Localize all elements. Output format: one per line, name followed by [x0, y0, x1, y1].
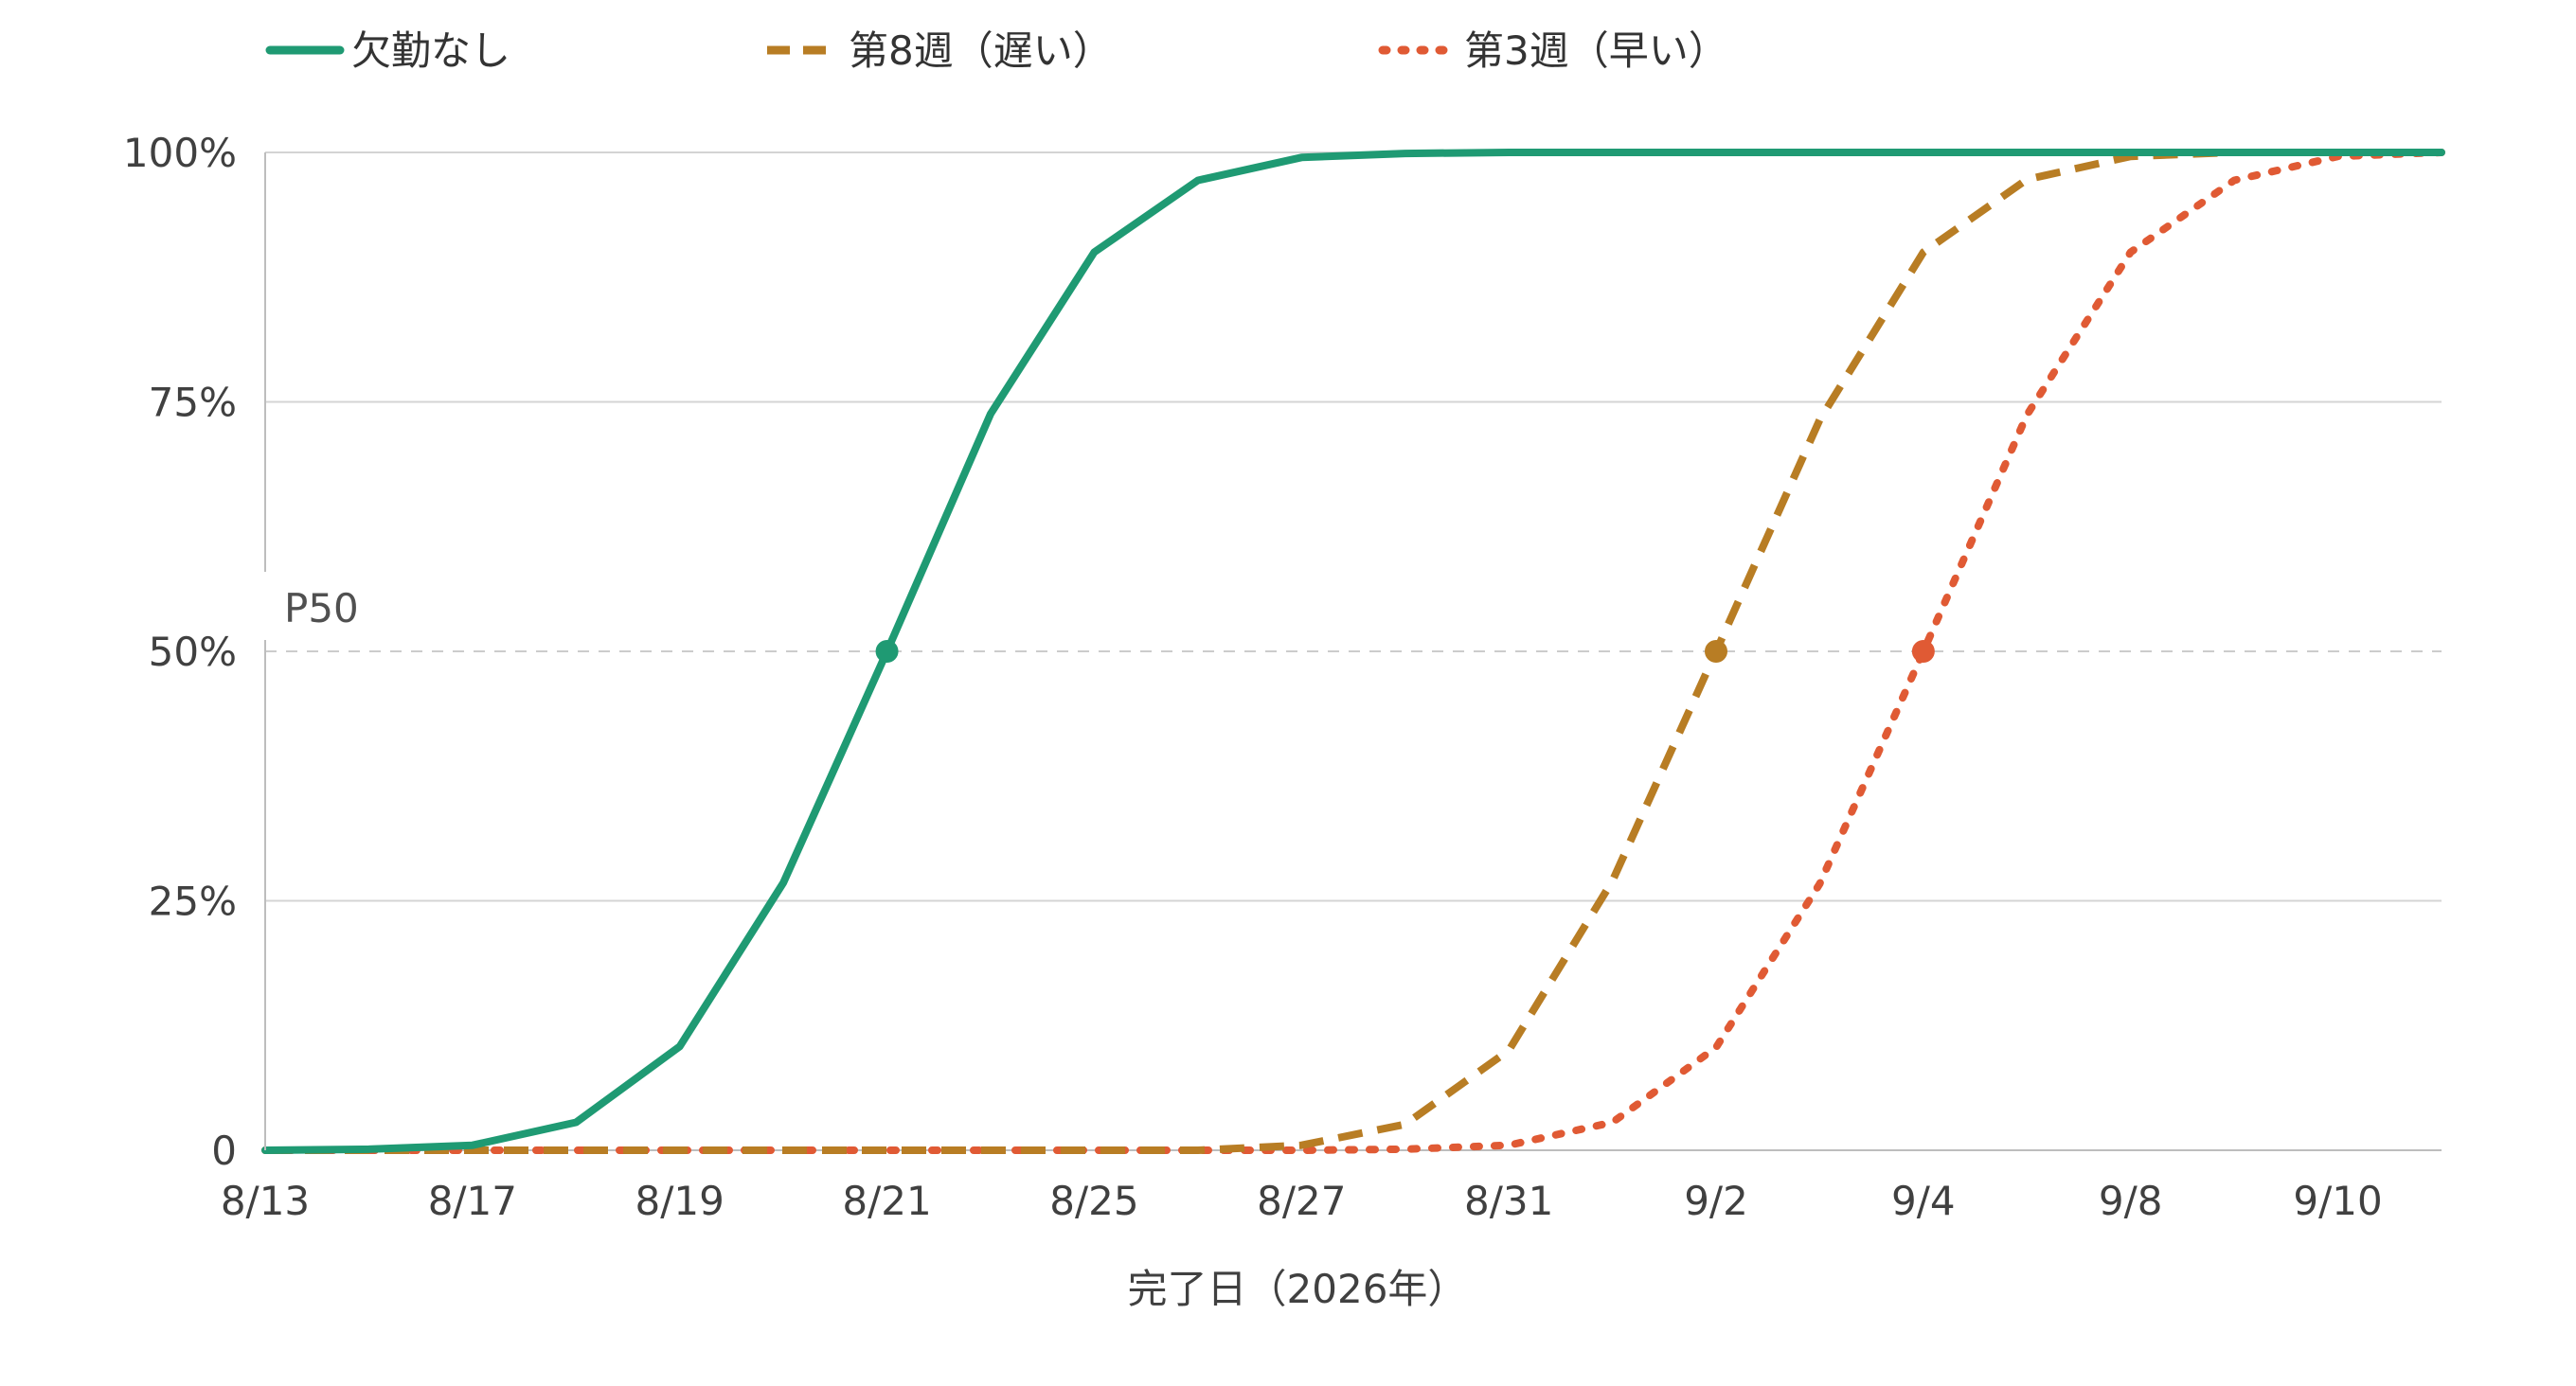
legend: 欠勤なし 第8週（遅い） 第3週（早い） — [265, 27, 1728, 74]
x-tick-label: 8/19 — [635, 1178, 724, 1224]
x-tick-label: 8/13 — [221, 1178, 310, 1224]
legend-label-0: 欠勤なし — [351, 27, 510, 74]
p50-reference: P50 — [265, 585, 2442, 652]
y-axis: 0 25% 50% 75% 100% — [123, 130, 266, 1174]
x-tick-label: 8/25 — [1049, 1178, 1138, 1224]
x-tick-label: 9/10 — [2293, 1178, 2382, 1224]
x-tick-label: 8/21 — [842, 1178, 931, 1224]
p50-marker-2 — [1911, 640, 1935, 663]
x-axis: 8/13 8/17 8/19 8/21 8/25 8/27 8/31 9/2 9/4 9/8 9/1… — [221, 1178, 2383, 1224]
y-tick-label: 100% — [123, 130, 237, 176]
x-tick-label: 8/31 — [1464, 1178, 1553, 1224]
y-tick-label: 25% — [149, 879, 237, 925]
p50-label: P50 — [284, 585, 359, 631]
y-tick-label: 75% — [149, 380, 237, 426]
y-tick-label: 0 — [211, 1128, 237, 1174]
x-tick-label: 9/8 — [2099, 1178, 2163, 1224]
x-tick-label: 8/17 — [428, 1178, 517, 1224]
p50-marker-0 — [875, 640, 899, 663]
x-axis-title: 完了日（2026年） — [1128, 1266, 1468, 1312]
x-tick-label: 9/2 — [1684, 1178, 1748, 1224]
series-lines — [261, 149, 2445, 1154]
legend-label-2: 第3週（早い） — [1464, 27, 1728, 74]
y-tick-label: 50% — [149, 629, 237, 675]
p50-markers — [875, 640, 1935, 663]
series-line-1 — [265, 149, 2442, 1154]
x-tick-label: 9/4 — [1891, 1178, 1956, 1224]
x-tick-label: 8/27 — [1257, 1178, 1346, 1224]
p50-marker-1 — [1705, 640, 1727, 663]
legend-label-1: 第8週（遅い） — [849, 27, 1113, 74]
series-line-0 — [261, 149, 2445, 1154]
